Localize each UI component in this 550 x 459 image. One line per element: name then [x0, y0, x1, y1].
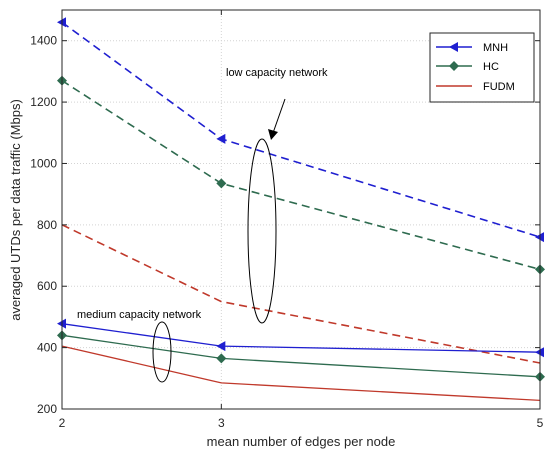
- legend: MNH HC FUDM: [429, 32, 535, 103]
- point-mnh-low: [216, 133, 226, 144]
- plot-frame: [61, 9, 541, 410]
- tick-group: 200 400 600 800 1000 1200 1400 2 3 5: [30, 10, 544, 430]
- legend-label-hc: HC: [483, 61, 499, 73]
- legend-item-mnh: MNH: [436, 42, 508, 54]
- x-tick-label: 5: [537, 416, 544, 430]
- x-tick-label: 3: [218, 416, 225, 430]
- y-tick-label: 400: [37, 341, 57, 355]
- y-tick-label: 1000: [30, 156, 57, 170]
- legend-item-fudm: FUDM: [436, 81, 515, 93]
- annotation-low-arrow-line: [272, 98, 286, 134]
- legend-label-mnh: MNH: [483, 42, 508, 54]
- point-hc-medium: [216, 353, 227, 364]
- y-tick-label: 1200: [30, 95, 57, 109]
- legend-marker-mnh: [449, 42, 458, 52]
- y-tick-label: 600: [37, 279, 57, 293]
- legend-marker-hc: [449, 61, 459, 71]
- legend-label-fudm: FUDM: [483, 81, 515, 93]
- annotation-low-ellipse: [247, 138, 277, 324]
- legend-item-hc: HC: [436, 61, 499, 73]
- point-hc-low: [216, 178, 227, 189]
- x-tick-label: 2: [59, 416, 66, 430]
- point-mnh-medium: [216, 341, 226, 352]
- y-tick-label: 800: [37, 218, 57, 232]
- annotation-medium-ellipse: [152, 321, 172, 383]
- annotation-low-capacity-text: low capacity network: [226, 67, 328, 79]
- legend-box: [429, 32, 535, 103]
- y-tick-label: 200: [37, 402, 57, 416]
- annotation-medium-capacity: medium capacity network: [77, 309, 202, 383]
- annotation-low-capacity: low capacity network: [226, 67, 328, 324]
- series-line-fudm-medium: [61, 345, 541, 402]
- annotation-medium-capacity-text: medium capacity network: [77, 309, 202, 321]
- y-axis-label: averaged UTDs per data traffic (Mbps): [8, 99, 23, 321]
- y-tick-label: 1400: [30, 34, 57, 48]
- x-axis-label: mean number of edges per node: [207, 434, 396, 449]
- series-line-fudm-low: [61, 224, 541, 364]
- annotation-low-arrow-head: [268, 129, 278, 140]
